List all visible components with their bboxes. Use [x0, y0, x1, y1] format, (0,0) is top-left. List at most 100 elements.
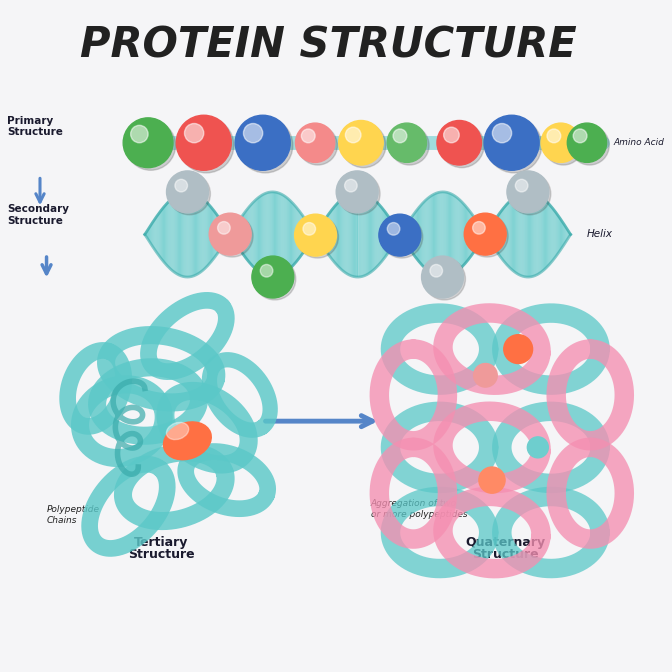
- Circle shape: [444, 127, 459, 142]
- Polygon shape: [466, 206, 467, 263]
- Polygon shape: [253, 201, 255, 268]
- Circle shape: [547, 129, 560, 142]
- Polygon shape: [168, 201, 169, 268]
- Polygon shape: [199, 196, 200, 273]
- Polygon shape: [326, 216, 327, 253]
- Polygon shape: [554, 211, 556, 258]
- Polygon shape: [353, 192, 354, 277]
- Polygon shape: [157, 215, 158, 254]
- Polygon shape: [202, 198, 204, 271]
- Polygon shape: [249, 205, 251, 263]
- Polygon shape: [480, 226, 481, 243]
- Polygon shape: [425, 200, 427, 269]
- Polygon shape: [448, 193, 449, 276]
- Polygon shape: [166, 203, 167, 266]
- Polygon shape: [286, 197, 287, 272]
- Circle shape: [294, 214, 337, 256]
- Polygon shape: [210, 206, 211, 263]
- Polygon shape: [436, 193, 437, 276]
- Polygon shape: [151, 223, 153, 246]
- Polygon shape: [144, 233, 146, 236]
- Polygon shape: [263, 194, 264, 275]
- Polygon shape: [312, 230, 313, 239]
- Text: Structure: Structure: [472, 548, 538, 560]
- Polygon shape: [469, 210, 470, 259]
- Circle shape: [387, 123, 427, 163]
- Polygon shape: [358, 192, 360, 277]
- Polygon shape: [334, 206, 335, 263]
- Polygon shape: [371, 197, 372, 272]
- Polygon shape: [269, 192, 271, 277]
- Polygon shape: [444, 192, 445, 277]
- Polygon shape: [360, 192, 362, 277]
- Polygon shape: [220, 220, 222, 249]
- Polygon shape: [320, 226, 321, 243]
- Circle shape: [472, 222, 485, 234]
- Polygon shape: [231, 230, 233, 238]
- Polygon shape: [213, 210, 214, 259]
- Polygon shape: [324, 219, 325, 250]
- Polygon shape: [347, 194, 349, 275]
- Polygon shape: [501, 210, 502, 259]
- Polygon shape: [244, 212, 245, 257]
- Polygon shape: [355, 192, 356, 277]
- Polygon shape: [256, 199, 257, 270]
- Polygon shape: [373, 199, 374, 270]
- Ellipse shape: [163, 422, 211, 460]
- Polygon shape: [342, 198, 343, 271]
- Polygon shape: [559, 216, 560, 252]
- Circle shape: [339, 120, 383, 165]
- Polygon shape: [274, 192, 275, 277]
- Circle shape: [235, 116, 290, 170]
- Polygon shape: [285, 196, 286, 273]
- Polygon shape: [503, 207, 505, 262]
- Polygon shape: [472, 215, 474, 254]
- Polygon shape: [456, 197, 458, 272]
- Polygon shape: [464, 204, 465, 265]
- Polygon shape: [471, 213, 472, 255]
- Polygon shape: [392, 222, 393, 247]
- Polygon shape: [450, 194, 451, 276]
- Polygon shape: [570, 233, 571, 236]
- Circle shape: [390, 126, 429, 165]
- Polygon shape: [296, 207, 298, 261]
- Circle shape: [421, 256, 464, 298]
- Polygon shape: [500, 211, 501, 258]
- Polygon shape: [465, 205, 466, 263]
- Polygon shape: [318, 228, 319, 240]
- Polygon shape: [445, 192, 446, 277]
- Polygon shape: [368, 195, 369, 274]
- Polygon shape: [479, 224, 480, 245]
- Text: Structure: Structure: [128, 548, 194, 560]
- Polygon shape: [491, 225, 492, 244]
- Polygon shape: [549, 204, 550, 265]
- Polygon shape: [383, 209, 384, 260]
- Circle shape: [238, 118, 293, 173]
- Polygon shape: [255, 200, 256, 269]
- Polygon shape: [183, 192, 184, 277]
- Polygon shape: [540, 196, 541, 274]
- Polygon shape: [214, 211, 215, 258]
- Circle shape: [487, 118, 542, 173]
- Text: Tertiary: Tertiary: [134, 536, 188, 549]
- Polygon shape: [155, 216, 157, 252]
- Circle shape: [544, 126, 583, 165]
- Polygon shape: [507, 202, 509, 267]
- Polygon shape: [159, 212, 160, 257]
- Polygon shape: [237, 222, 238, 247]
- Polygon shape: [323, 220, 324, 248]
- Polygon shape: [278, 193, 280, 276]
- Polygon shape: [447, 192, 448, 277]
- Circle shape: [176, 116, 231, 170]
- Polygon shape: [240, 218, 241, 251]
- Polygon shape: [215, 212, 216, 257]
- Polygon shape: [341, 199, 342, 270]
- Circle shape: [430, 265, 443, 277]
- Polygon shape: [192, 192, 193, 276]
- Polygon shape: [161, 210, 162, 259]
- Polygon shape: [178, 194, 179, 275]
- Polygon shape: [442, 192, 443, 277]
- Circle shape: [515, 179, 528, 192]
- Polygon shape: [309, 225, 310, 244]
- Polygon shape: [319, 227, 320, 242]
